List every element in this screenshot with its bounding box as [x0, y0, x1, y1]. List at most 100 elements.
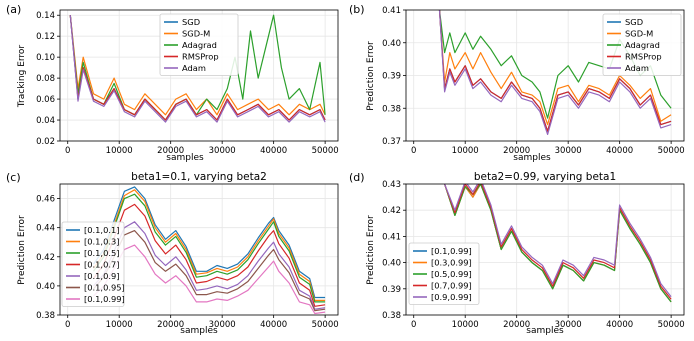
x-tick-label: 20000: [157, 146, 184, 156]
legend-label: [0.5,0.99]: [431, 269, 472, 279]
legend-frame: [408, 242, 480, 305]
y-tick-label: 0.44: [36, 224, 55, 234]
y-axis-label: Prediction Error: [366, 215, 376, 285]
series-line: [93, 230, 326, 312]
series-line: [69, 15, 326, 116]
legend-label: [0.1,0.5]: [84, 248, 120, 258]
x-tick-label: 40000: [260, 320, 287, 330]
y-tick-label: 0.40: [36, 282, 55, 292]
x-tick-label: 20000: [503, 146, 530, 156]
y-tick-label: 0.37: [382, 137, 401, 147]
legend-label: [0.9,0.99]: [431, 292, 472, 302]
y-tick-label: 0.12: [36, 32, 55, 42]
y-axis-label: Prediction Error: [17, 215, 27, 285]
series-line: [444, 184, 672, 303]
panel-label: (d): [349, 171, 365, 184]
series-line: [93, 189, 326, 301]
y-tick-label: 0.04: [36, 116, 55, 126]
series-line: [438, 10, 672, 126]
series-line: [438, 10, 672, 132]
y-tick-label: 0.42: [36, 253, 55, 263]
x-tick-label: 10000: [106, 146, 133, 156]
x-tick-label: 10000: [452, 146, 479, 156]
legend-frame: [159, 13, 239, 76]
y-tick-label: 0.38: [382, 311, 401, 321]
y-axis-label: Prediction Error: [366, 41, 376, 111]
legend: [0.1,0.99] [0.3,0.99][0.5,0.99] [0.7,0.99]…: [408, 242, 480, 305]
y-tick-label: 0.40: [382, 39, 401, 49]
legend-frame: [61, 221, 125, 307]
series-line: [69, 15, 326, 121]
x-tick-label: 50000: [658, 320, 685, 330]
plot-area: 0 10000 20000 30000 40000 50000 0.02 0.04 0.06 0.…: [36, 9, 339, 156]
panel-b: (b) Prediction Error samples 0 10000 20000…: [349, 3, 685, 163]
legend-label: [0.1,0.95]: [84, 283, 125, 293]
panel-a: (a) Tracking Error samples 0 10000 20000 30…: [6, 3, 339, 163]
y-tick-label: 0.41: [382, 232, 401, 242]
chart-title: beta1=0.1, varying beta2: [131, 171, 267, 183]
y-tick-label: 0.06: [36, 95, 55, 105]
series-group: [444, 184, 672, 303]
x-tick-label: 10000: [106, 320, 133, 330]
x-tick-label: 0: [65, 146, 70, 156]
plot-area: 0 10000 20000 30000 40000 50000 0.38 0.40 0.42 0.…: [36, 183, 339, 330]
series-line: [438, 10, 672, 135]
x-tick-label: 20000: [503, 320, 530, 330]
x-tick-label: 0: [411, 320, 416, 330]
x-tick-label: 30000: [209, 320, 236, 330]
x-axis-label: samples: [526, 326, 564, 336]
series-line: [444, 184, 672, 298]
x-tick-label: 50000: [312, 146, 339, 156]
legend-label: RMSProp: [182, 52, 219, 62]
y-tick-label: 0.14: [36, 11, 55, 21]
legend-label: Adam: [625, 63, 649, 73]
legend-label: Adagrad: [182, 40, 217, 50]
legend-frame: [602, 13, 682, 76]
legend-label: SGD-M: [625, 29, 653, 39]
series-line: [69, 15, 326, 123]
legend-label: SGD: [625, 17, 643, 27]
y-tick-label: 0.43: [382, 180, 401, 190]
panel-c: (c) beta1=0.1, varying beta2 Prediction …: [6, 171, 339, 336]
y-axis-label: Tracking Error: [17, 45, 27, 109]
y-tick-label: 0.39: [382, 285, 401, 295]
legend-label: Adagrad: [625, 40, 660, 50]
series-group: [69, 14, 326, 123]
y-tick-label: 0.39: [382, 72, 401, 82]
legend-label: RMSProp: [625, 52, 662, 62]
x-axis-label: samples: [166, 153, 204, 163]
panel-d: (d) beta2=0.99, varying beta1 Prediction…: [349, 171, 685, 336]
panel-label: (b): [349, 3, 365, 16]
y-tick-label: 0.46: [36, 195, 55, 205]
x-tick-label: 10000: [452, 320, 479, 330]
legend-label: [0.3,0.99]: [431, 258, 472, 268]
series-line: [444, 184, 672, 300]
legend-label: [0.1,0.1]: [84, 225, 120, 235]
y-tick-label: 0.10: [36, 53, 55, 63]
y-tick-label: 0.40: [382, 259, 401, 269]
x-axis-label: samples: [180, 326, 218, 336]
panel-label: (c): [6, 171, 21, 184]
y-tick-label: 0.02: [36, 137, 55, 147]
y-tick-label: 0.38: [382, 104, 401, 114]
x-tick-label: 30000: [555, 146, 582, 156]
legend-label: SGD-M: [182, 29, 210, 39]
y-tick-label: 0.38: [36, 311, 55, 321]
x-tick-label: 50000: [312, 320, 339, 330]
legend: [0.1,0.1][0.1,0.3][0.1,0.5][0.1,0.7][0.1…: [61, 221, 125, 307]
legend-label: Adam: [182, 63, 206, 73]
legend-label: [0.7,0.99]: [431, 281, 472, 291]
x-axis-label: samples: [513, 153, 551, 163]
axes-frame: [405, 183, 685, 316]
series-line: [93, 193, 326, 303]
series-group: [93, 186, 326, 315]
x-tick-label: 40000: [606, 320, 633, 330]
x-tick-label: 30000: [555, 320, 582, 330]
x-tick-label: 0: [411, 146, 416, 156]
panel-label: (a): [6, 3, 21, 16]
x-tick-label: 0: [65, 320, 70, 330]
plot-area: 0 10000 20000 30000 40000 50000 0.38 0.39 0.40 0.…: [382, 180, 685, 330]
legend-label: SGD: [182, 17, 200, 27]
series-line: [93, 221, 326, 310]
